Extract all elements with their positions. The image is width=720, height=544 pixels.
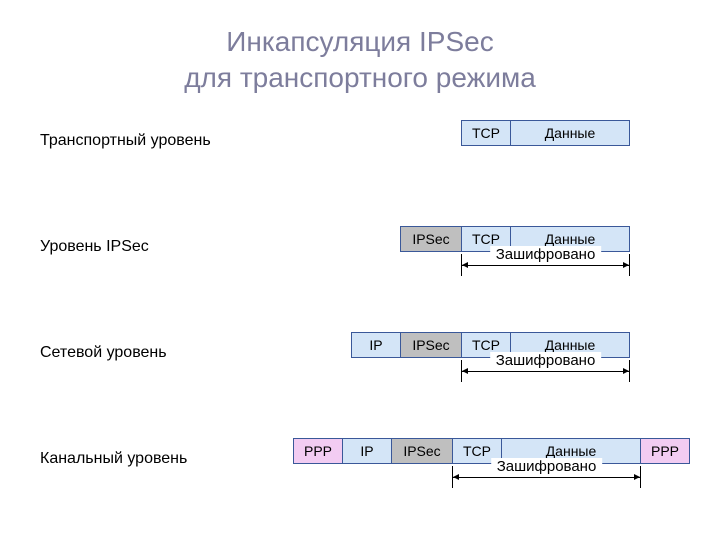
encrypted-arrow-line bbox=[453, 477, 640, 478]
packet-block: IP bbox=[342, 438, 392, 464]
encrypted-label: Зашифровано bbox=[491, 458, 603, 475]
packet-block: IPSec bbox=[391, 438, 453, 464]
diagram-title: Инкапсуляция IPSec для транспортного реж… bbox=[0, 0, 720, 97]
arrow-left-icon bbox=[453, 474, 459, 480]
packet-block: IPSec bbox=[400, 226, 462, 252]
encrypted-label: Зашифровано bbox=[490, 246, 602, 263]
encrypted-label: Зашифровано bbox=[490, 352, 602, 369]
layer-row: Уровень IPSecIPSecTCPДанныеЗашифровано bbox=[40, 226, 690, 280]
arrow-left-icon bbox=[462, 262, 468, 268]
packet-block: TCP bbox=[461, 120, 511, 146]
arrow-right-icon bbox=[623, 262, 629, 268]
arrow-right-icon bbox=[623, 368, 629, 374]
packet-blocks: TCPДанные bbox=[461, 120, 630, 146]
arrow-right-icon bbox=[634, 474, 640, 480]
layer-row: Транспортный уровень TCPДанные bbox=[40, 120, 690, 174]
diagram-rows: Транспортный уровень TCPДанные Уровень IPS… bbox=[40, 120, 690, 544]
encrypted-span: Зашифровано bbox=[452, 466, 641, 488]
encrypted-arrow-line bbox=[462, 265, 629, 266]
packet-block: Данные bbox=[510, 120, 630, 146]
packet-block: PPP bbox=[640, 438, 690, 464]
layer-label: Сетевой уровень bbox=[40, 344, 167, 362]
layer-label: Уровень IPSec bbox=[40, 238, 149, 256]
packet-block: IP bbox=[351, 332, 401, 358]
packet-block: IPSec bbox=[400, 332, 462, 358]
arrow-left-icon bbox=[462, 368, 468, 374]
title-line-1: Инкапсуляция IPSec bbox=[0, 24, 720, 60]
layer-label: Транспортный уровень bbox=[40, 132, 211, 150]
encrypted-span: Зашифровано bbox=[461, 360, 630, 382]
layer-label: Канальный уровень bbox=[40, 450, 187, 468]
title-line-2: для транспортного режима bbox=[0, 60, 720, 96]
encrypted-span: Зашифровано bbox=[461, 254, 630, 276]
encrypted-arrow-line bbox=[462, 371, 629, 372]
layer-row: Сетевой уровеньIPIPSecTCPДанныеЗашифрова… bbox=[40, 332, 690, 386]
packet-block: PPP bbox=[293, 438, 343, 464]
layer-row: Канальный уровеньPPPIPIPSecTCPДанныеPPPЗ… bbox=[40, 438, 690, 492]
